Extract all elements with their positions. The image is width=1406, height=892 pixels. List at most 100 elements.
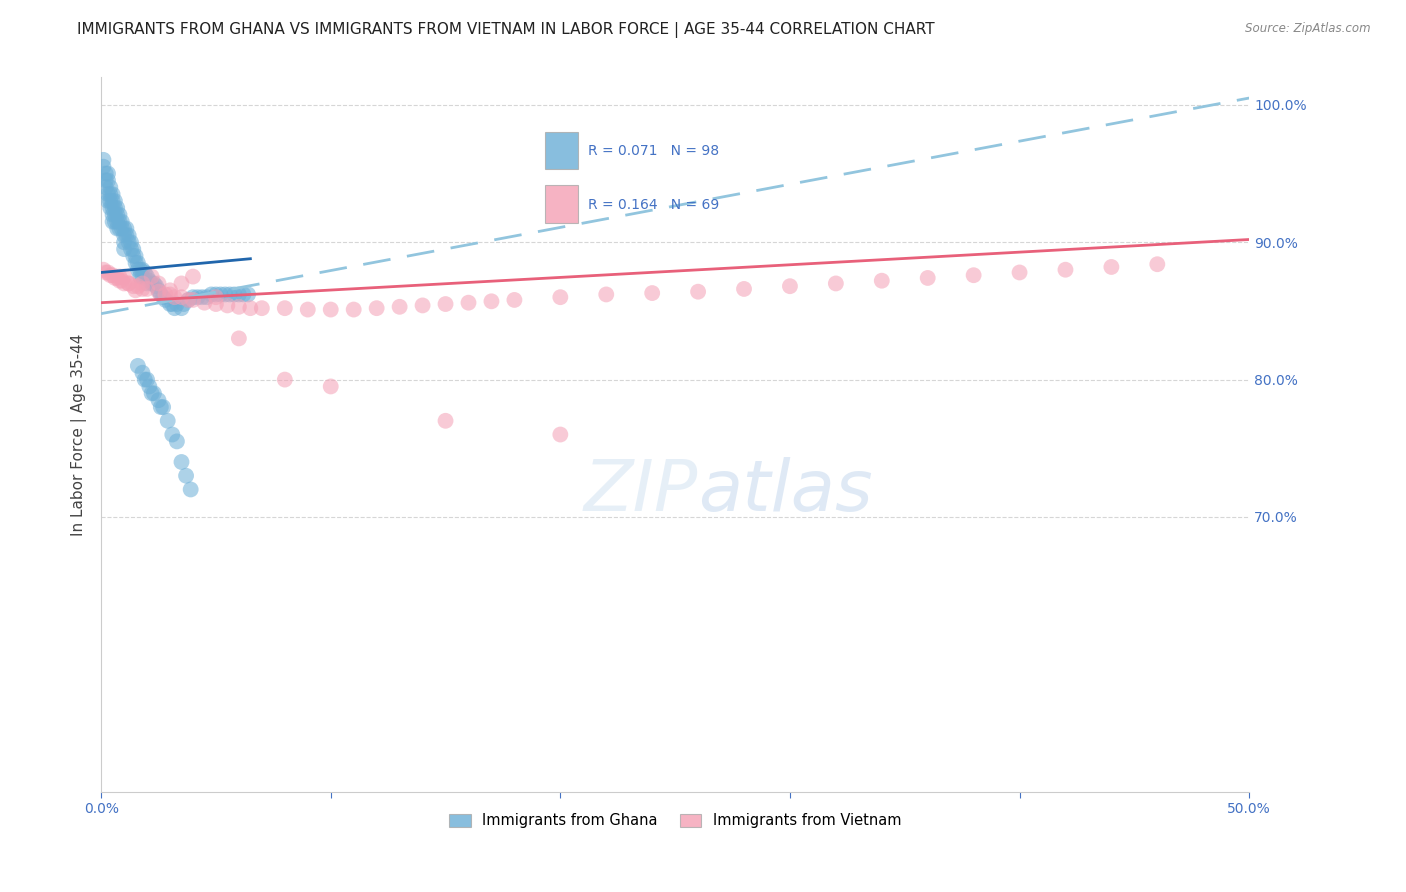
Point [166,434,188,449]
Point [131,282,153,296]
Point [111,214,134,228]
Point [138,379,160,393]
Point [127,256,149,270]
Point [217,298,239,312]
Point [250,301,273,315]
Point [104,271,127,285]
Point [134,373,156,387]
Point [163,290,186,304]
Point [148,285,170,299]
Point [177,293,200,307]
Point [191,290,214,304]
Point [550,427,572,442]
Point [274,373,297,387]
Point [105,221,128,235]
Point [138,274,160,288]
Text: ZIP: ZIP [583,458,699,526]
Point [181,293,204,307]
Point [181,290,204,304]
Point [218,287,240,301]
Point [98,187,121,202]
Point [112,269,135,284]
Point [112,228,135,243]
Point [93,262,115,277]
Point [205,290,228,304]
Point [98,268,121,283]
Point [120,242,142,256]
Point [98,194,121,208]
Point [142,277,165,291]
Point [118,228,141,243]
Point [388,300,411,314]
Point [224,287,246,301]
Point [136,282,159,296]
Point [228,287,250,301]
Point [105,214,128,228]
Point [457,295,479,310]
Point [105,271,128,285]
Point [195,290,218,304]
Point [177,293,200,307]
Point [94,265,117,279]
Point [148,283,170,297]
Point [134,265,156,279]
Point [97,194,120,208]
Point [97,167,120,181]
Point [297,302,319,317]
Point [122,249,145,263]
Point [162,427,184,442]
Point [127,262,149,277]
Point [118,277,141,291]
Point [228,331,250,345]
Point [434,297,457,311]
Point [94,173,117,187]
Point [101,208,124,222]
Point [118,235,141,250]
Point [366,301,388,315]
Point [159,297,181,311]
Point [232,287,254,301]
Point [131,277,153,291]
Point [141,277,163,291]
Point [97,173,120,187]
Point [124,283,146,297]
Point [115,221,138,235]
Text: atlas: atlas [699,458,873,526]
Point [641,286,664,301]
Point [917,271,939,285]
Point [205,287,228,301]
Point [481,294,503,309]
Point [228,300,250,314]
Point [779,279,801,293]
Point [108,221,131,235]
Point [111,274,134,288]
Point [200,287,222,301]
Point [101,214,124,228]
Point [108,274,131,288]
Point [595,287,617,301]
Point [181,269,204,284]
Point [162,297,184,311]
Point [131,269,153,284]
Point [104,201,127,215]
Point [155,287,177,301]
Point [129,269,152,284]
Point [274,301,297,315]
Point [149,287,172,301]
Point [187,290,209,304]
Point [170,277,193,291]
Point [93,160,115,174]
Point [148,277,170,291]
Point [152,400,174,414]
Point [104,194,127,208]
Point [148,393,170,408]
Point [733,282,755,296]
Point [129,262,152,277]
Point [870,274,893,288]
Point [166,297,188,311]
Point [1054,262,1077,277]
Legend: Immigrants from Ghana, Immigrants from Vietnam: Immigrants from Ghana, Immigrants from V… [443,807,907,834]
Point [127,359,149,373]
Point [141,269,163,284]
Point [193,295,215,310]
